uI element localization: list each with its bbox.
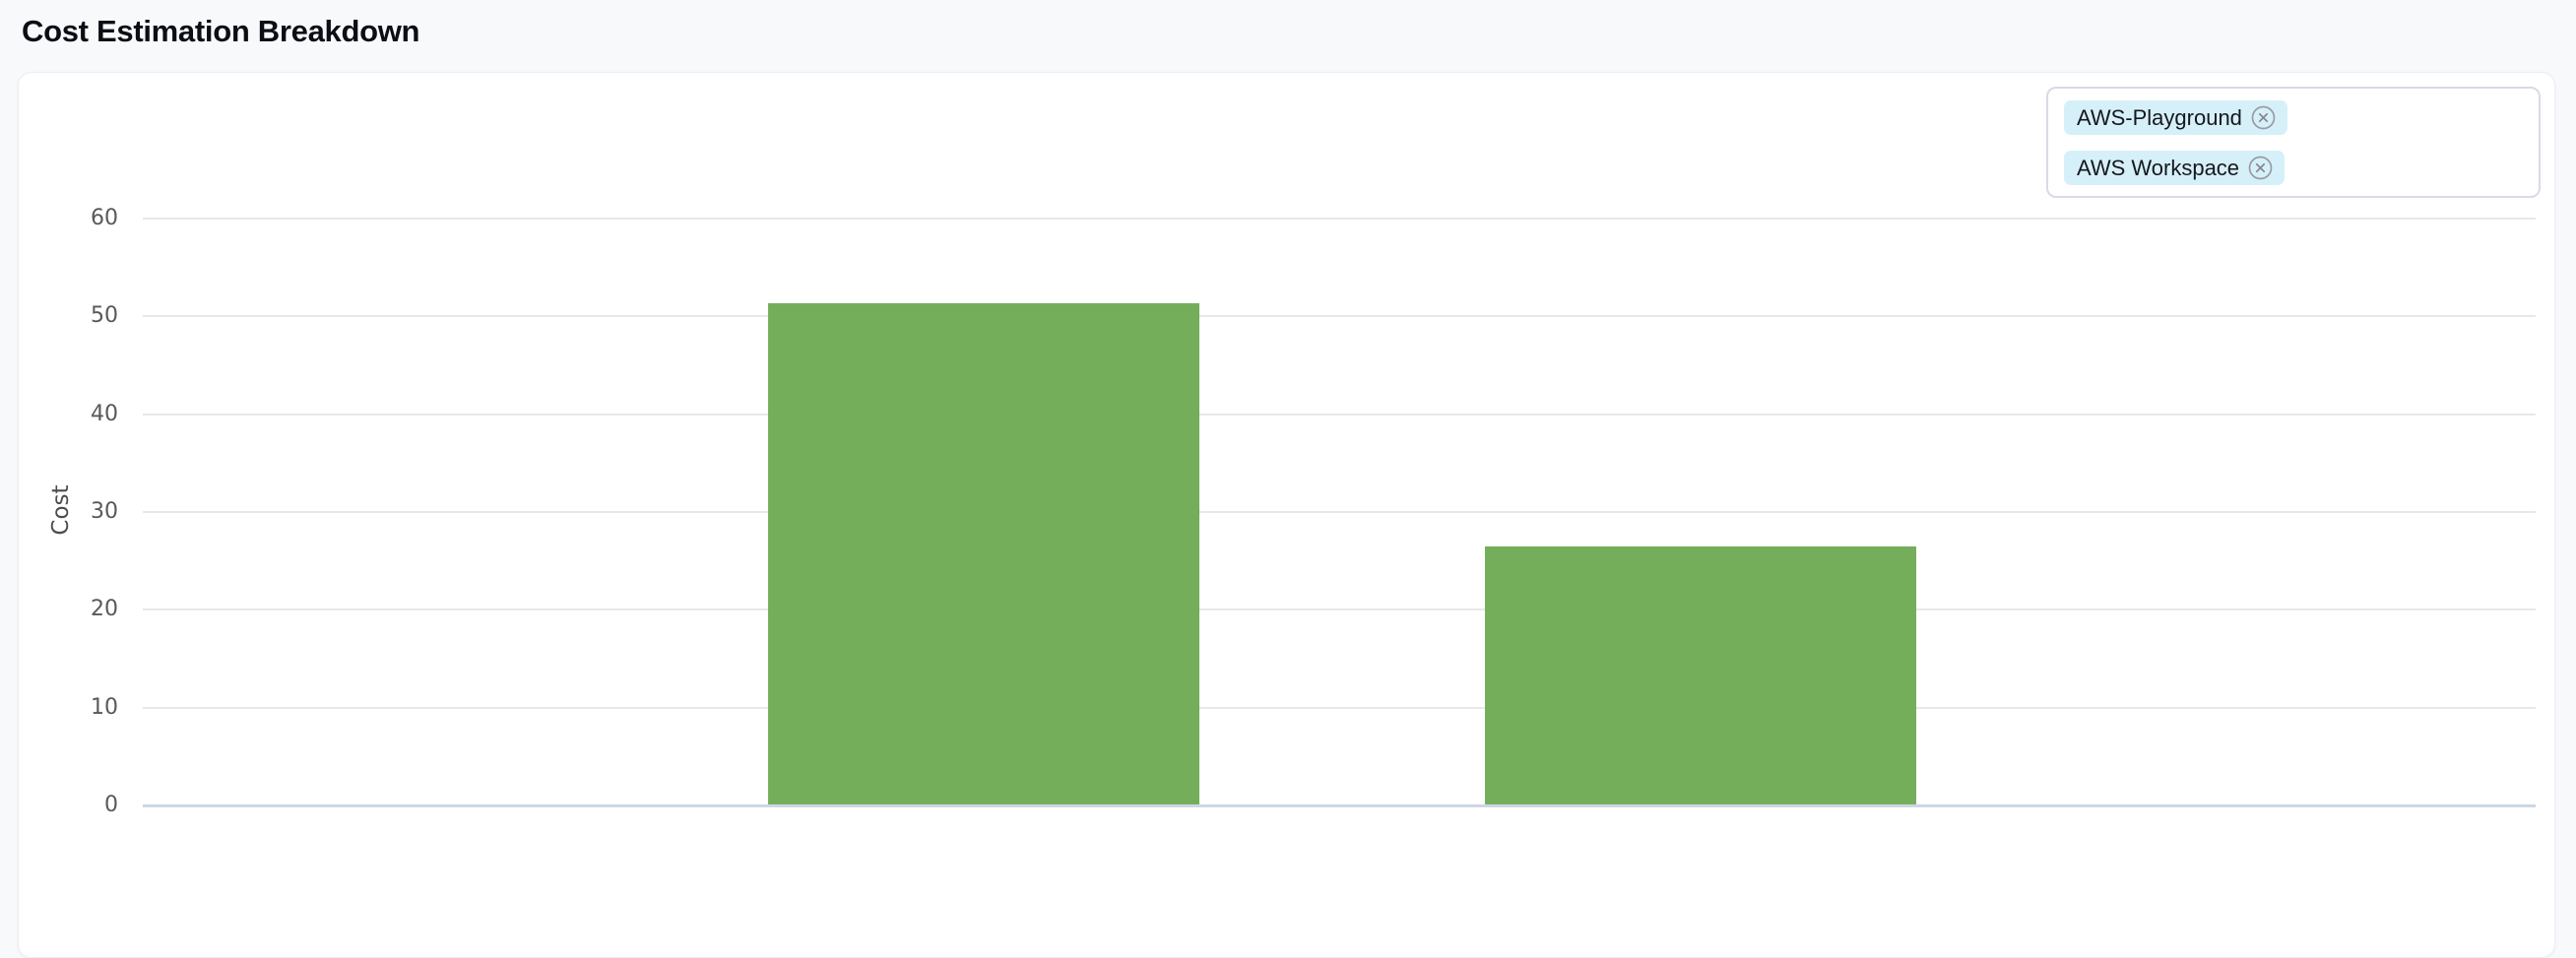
page-title: Cost Estimation Breakdown — [22, 14, 420, 48]
legend-chip-aws-workspace: AWS Workspace — [2064, 151, 2286, 185]
circle-x-icon — [2248, 156, 2273, 180]
gridline-y-60 — [143, 218, 2536, 220]
bar-aws-workspace[interactable] — [1485, 545, 1916, 805]
gridline-y-20 — [143, 608, 2536, 611]
y-tick-label-50: 50 — [91, 303, 118, 329]
x-axis-line — [143, 804, 2536, 807]
legend-chip-label: AWS-Playground — [2077, 104, 2242, 130]
bar-aws-playground[interactable] — [768, 303, 1199, 805]
gridline-y-40 — [143, 413, 2536, 415]
y-tick-label-60: 60 — [91, 206, 118, 230]
y-tick-label-30: 30 — [91, 499, 118, 524]
y-tick-label-20: 20 — [91, 597, 118, 622]
legend-filter-box: AWS-Playground AWS Workspace — [2046, 87, 2541, 198]
chart-card — [18, 72, 2555, 958]
y-tick-label-40: 40 — [91, 401, 118, 426]
y-tick-label-10: 10 — [91, 694, 118, 720]
gridline-y-10 — [143, 706, 2536, 709]
cost-bar-chart: Cost 0 10 20 30 40 50 60 — [48, 206, 2536, 817]
y-tick-label-0: 0 — [104, 793, 118, 817]
legend-chip-aws-playground: AWS-Playground — [2064, 100, 2287, 135]
gridline-y-50 — [143, 315, 2536, 318]
gridline-y-30 — [143, 511, 2536, 513]
circle-x-icon — [2251, 105, 2276, 130]
remove-chip-button[interactable] — [2248, 156, 2273, 180]
legend-chip-label: AWS Workspace — [2077, 155, 2240, 180]
remove-chip-button[interactable] — [2251, 105, 2276, 130]
